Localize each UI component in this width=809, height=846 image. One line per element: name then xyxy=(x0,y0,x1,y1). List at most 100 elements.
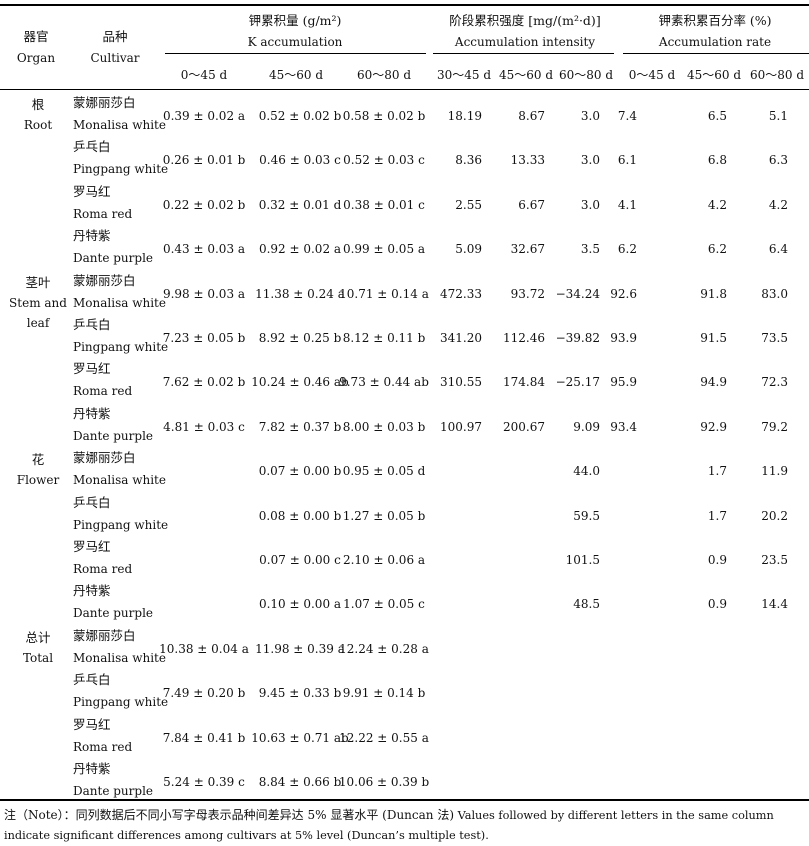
table-cell: 1.27 ± 0.05 b xyxy=(342,508,426,523)
table-cell: 310.55 xyxy=(440,375,482,390)
table-cell: 6.8 xyxy=(707,153,727,168)
cultivar-name-zh: 蒙娜丽莎白 xyxy=(73,272,136,288)
cultivar-name-en: Monalisa white xyxy=(73,295,166,310)
table-cell: 18.19 xyxy=(447,109,482,123)
table-cell: 32.67 xyxy=(510,242,545,257)
table-cell: 1.07 ± 0.05 c xyxy=(343,597,425,612)
table-cell: 0.38 ± 0.01 c xyxy=(343,197,425,212)
table-cell: 341.20 xyxy=(440,331,482,345)
table-cell: 0.95 ± 0.05 d xyxy=(342,464,426,479)
table-cell: 7.62 ± 0.02 b xyxy=(162,375,246,390)
period-header: 60～80 d xyxy=(749,68,805,82)
table-cell: 93.4 xyxy=(610,419,637,434)
table-cell: 12.22 ± 0.55 a xyxy=(339,730,429,745)
table-cell: 0.39 ± 0.02 a xyxy=(162,109,246,123)
table-cell: 93.9 xyxy=(610,331,637,345)
table-cell: 6.2 xyxy=(707,242,727,257)
cultivar-name-en: Dante purple xyxy=(73,251,154,266)
group-rule-k-accumulation xyxy=(165,53,426,54)
table-cell: 9.45 ± 0.33 b xyxy=(258,686,342,701)
table-cell: 3.0 xyxy=(580,197,600,212)
table-cell: 8.67 xyxy=(518,109,545,123)
table-cell: 0.9 xyxy=(707,553,727,567)
table-cell: 10.63 ± 0.71 ab xyxy=(251,730,349,745)
table-cell: 79.2 xyxy=(761,419,788,434)
cultivar-name-en: Roma red xyxy=(73,562,133,576)
cultivar-name-en: Dante purple xyxy=(73,606,154,621)
note-text-zh: 同列数据后不同小写字母表示品种间差异达 5% 显著水平 (Duncan 法) xyxy=(75,808,454,822)
table-cell: 0.9 xyxy=(707,597,727,612)
period-header: 45～60 d xyxy=(268,68,324,82)
table-cell: 6.4 xyxy=(768,242,788,257)
table-cell: 9.91 ± 0.14 b xyxy=(342,686,426,701)
table-cell: 3.0 xyxy=(580,153,600,168)
table-cell: 8.36 xyxy=(455,153,482,168)
period-header: 45～60 d xyxy=(686,68,742,82)
cultivar-name-zh: 罗马红 xyxy=(73,716,111,732)
cultivar-name-zh: 蒙娜丽莎白 xyxy=(73,450,136,466)
table-cell: 8.84 ± 0.66 b xyxy=(258,775,342,789)
table-cell: 93.72 xyxy=(510,286,545,301)
table-cell: 20.2 xyxy=(761,508,788,523)
table-cell: 73.5 xyxy=(761,331,788,345)
cultivar-name-zh: 罗马红 xyxy=(73,539,111,554)
note-label: 注（Note）： xyxy=(4,808,76,822)
table-cell: 6.3 xyxy=(768,153,788,168)
table-cell: 4.1 xyxy=(617,197,637,212)
cultivar-name-zh: 丹特紫 xyxy=(73,405,111,421)
period-header: 60～80 d xyxy=(356,68,412,82)
cultivar-name-zh: 丹特紫 xyxy=(73,583,111,599)
cultivar-name-zh: 乒乓白 xyxy=(73,317,111,332)
table-cell: 92.6 xyxy=(610,286,637,301)
table-cell: 14.4 xyxy=(761,597,788,612)
cultivar-name-zh: 乒乓白 xyxy=(73,672,111,688)
table-cell: 11.38 ± 0.24 a xyxy=(255,286,345,301)
table-cell: 12.24 ± 0.28 a xyxy=(339,641,429,656)
table-cell: 0.92 ± 0.02 a xyxy=(258,242,342,257)
organ-name-en: Root xyxy=(23,118,53,132)
table-cell: 59.5 xyxy=(573,508,600,523)
table-cell: 92.9 xyxy=(700,419,727,434)
table-cell: 200.67 xyxy=(503,419,545,434)
table-cell: 83.0 xyxy=(761,286,788,301)
table-cell: −34.24 xyxy=(555,286,600,301)
cultivar-name-en: Pingpang white xyxy=(73,340,169,354)
period-header: 0～45 d xyxy=(180,68,228,82)
table-cell: 5.09 xyxy=(455,242,482,257)
table-cell: 44.0 xyxy=(573,464,600,479)
table-footnote: 注（Note）：同列数据后不同小写字母表示品种间差异达 5% 显著水平 (Dun… xyxy=(4,805,808,846)
cultivar-name-en: Dante purple xyxy=(73,428,154,443)
table-cell: −39.82 xyxy=(555,331,600,345)
cultivar-name-en: Dante purple xyxy=(73,784,154,798)
table-cell: 0.07 ± 0.00 b xyxy=(258,464,342,479)
table-cell: 13.33 xyxy=(510,153,545,168)
table-cell: 1.7 xyxy=(707,464,727,479)
table-cell: 5.24 ± 0.39 c xyxy=(163,775,245,789)
header-bottom-rule xyxy=(0,89,809,90)
table-cell: 0.52 ± 0.02 b xyxy=(258,109,342,123)
group-rule-intensity xyxy=(433,53,614,54)
table-cell: 9.98 ± 0.03 a xyxy=(162,286,246,301)
organ-name-en: Total xyxy=(22,650,54,665)
table-cell: 10.24 ± 0.46 ab xyxy=(251,375,349,390)
table-cell: 2.55 xyxy=(455,197,482,212)
cultivar-name-zh: 罗马红 xyxy=(73,183,111,199)
cultivar-header-zh: 品种 xyxy=(102,29,128,44)
table-cell: 0.43 ± 0.03 a xyxy=(162,242,246,257)
organ-name-zh: 茎叶 xyxy=(25,274,51,290)
table-cell: 0.32 ± 0.01 d xyxy=(258,197,342,212)
organ-name-zh: 花 xyxy=(31,452,45,468)
cultivar-name-zh: 乒乓白 xyxy=(73,139,111,155)
table-cell: 100.97 xyxy=(440,419,482,434)
table-cell: 10.71 ± 0.14 a xyxy=(339,286,429,301)
organ-header-zh: 器官 xyxy=(23,29,49,44)
table-cell: −25.17 xyxy=(555,375,600,390)
cultivar-header-en: Cultivar xyxy=(90,51,140,65)
table-cell: 9.09 xyxy=(573,419,600,434)
table-cell: 0.26 ± 0.01 b xyxy=(162,153,246,168)
cultivar-name-en: Roma red xyxy=(73,206,133,221)
table-cell: 95.9 xyxy=(610,375,637,390)
table-cell: 7.84 ± 0.41 b xyxy=(162,730,246,745)
bottom-rule xyxy=(0,799,809,801)
